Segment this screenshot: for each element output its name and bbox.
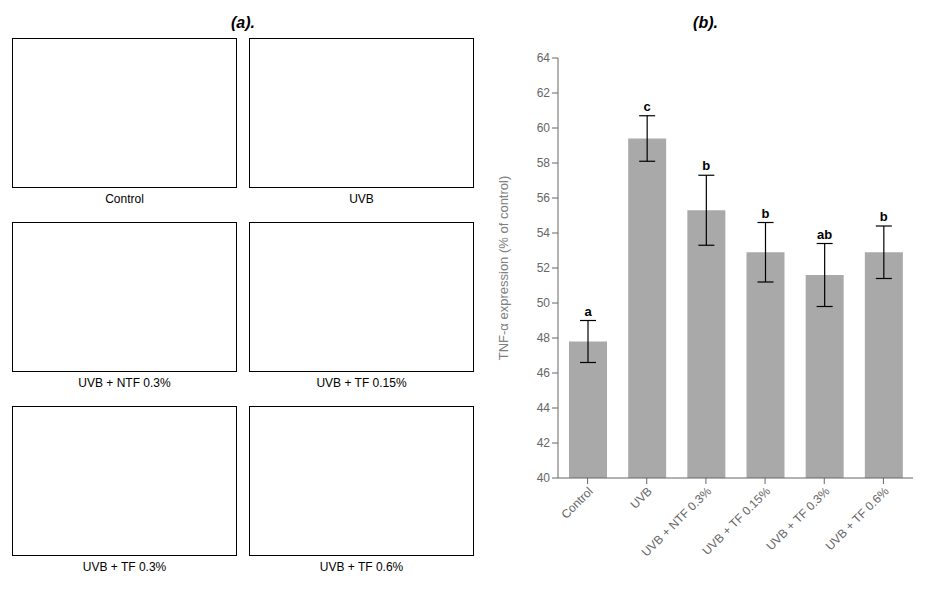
html-text:(b).: (b). bbox=[693, 14, 718, 31]
svg-text:62: 62 bbox=[537, 86, 551, 100]
svg-text:TNF-α expression (% of control: TNF-α expression (% of control) bbox=[496, 176, 511, 361]
svg-text:48: 48 bbox=[537, 331, 551, 345]
svg-text:46: 46 bbox=[537, 366, 551, 380]
svg-text:58: 58 bbox=[537, 156, 551, 170]
svg-text:UVB: UVB bbox=[628, 484, 655, 511]
svg-text:50: 50 bbox=[537, 296, 551, 310]
svg-text:52: 52 bbox=[537, 261, 551, 275]
html-text:UVB + TF 0.6%: UVB + TF 0.6% bbox=[319, 560, 404, 574]
svg-text:Control: Control bbox=[558, 484, 595, 521]
svg-text:a: a bbox=[584, 304, 592, 319]
svg-text:64: 64 bbox=[537, 51, 551, 65]
html-text:UVB + TF 0.3%: UVB + TF 0.3% bbox=[82, 560, 167, 574]
html-text:Control: Control bbox=[105, 192, 144, 206]
svg-text:b: b bbox=[762, 206, 770, 221]
svg-text:44: 44 bbox=[537, 401, 551, 415]
svg-text:c: c bbox=[644, 99, 651, 114]
svg-text:54: 54 bbox=[537, 226, 551, 240]
svg-text:UVB + TF 0.15%: UVB + TF 0.15% bbox=[700, 484, 774, 558]
html-text:UVB + TF 0.15%: UVB + TF 0.15% bbox=[316, 376, 407, 390]
html-text:UVB: UVB bbox=[349, 192, 374, 206]
svg-text:UVB + TF 0.3%: UVB + TF 0.3% bbox=[763, 484, 833, 554]
svg-text:b: b bbox=[702, 158, 710, 173]
svg-text:56: 56 bbox=[537, 191, 551, 205]
html-text:UVB + NTF 0.3%: UVB + NTF 0.3% bbox=[78, 376, 171, 390]
svg-text:60: 60 bbox=[537, 121, 551, 135]
svg-text:40: 40 bbox=[537, 471, 551, 485]
html-text:(a).: (a). bbox=[231, 14, 255, 31]
svg-text:UVB + NTF 0.3%: UVB + NTF 0.3% bbox=[638, 484, 715, 560]
svg-text:ab: ab bbox=[817, 227, 832, 242]
svg-text:42: 42 bbox=[537, 436, 551, 450]
svg-text:UVB + TF 0.6%: UVB + TF 0.6% bbox=[823, 484, 892, 553]
svg-text:b: b bbox=[880, 209, 888, 224]
